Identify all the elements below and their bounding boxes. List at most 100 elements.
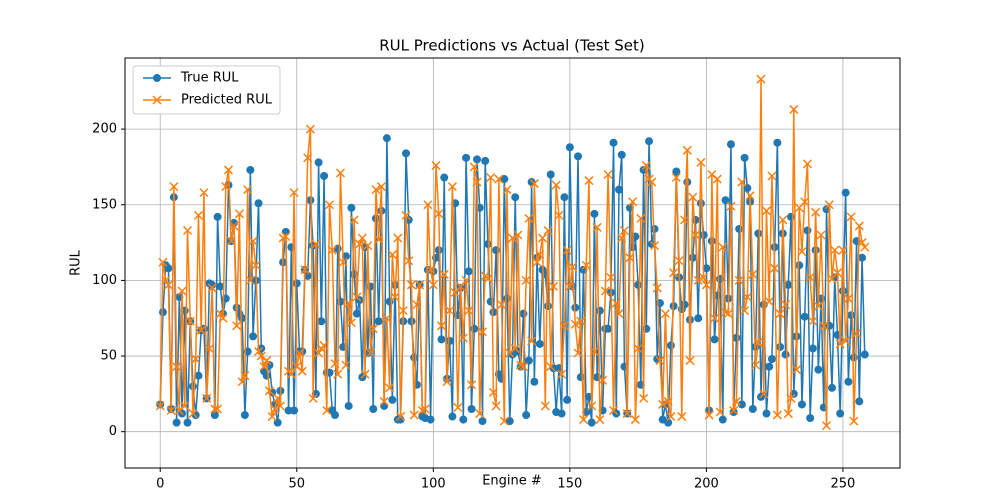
x-tick-label: 250 bbox=[831, 477, 856, 492]
marker bbox=[442, 377, 452, 387]
marker bbox=[578, 415, 589, 425]
legend-label: Predicted RUL bbox=[181, 93, 273, 108]
marker bbox=[210, 411, 219, 420]
marker bbox=[816, 230, 826, 240]
marker bbox=[732, 333, 741, 342]
marker bbox=[363, 241, 373, 251]
marker bbox=[270, 404, 280, 414]
marker bbox=[396, 412, 406, 422]
marker bbox=[499, 416, 509, 426]
marker bbox=[155, 401, 165, 411]
marker bbox=[562, 245, 572, 255]
marker bbox=[410, 353, 419, 362]
marker bbox=[731, 396, 741, 406]
y-tick-label: 200 bbox=[92, 122, 117, 137]
marker bbox=[737, 400, 746, 409]
marker bbox=[806, 414, 815, 423]
marker bbox=[319, 340, 329, 350]
marker bbox=[188, 409, 198, 419]
marker bbox=[193, 210, 203, 220]
marker bbox=[617, 150, 626, 159]
marker bbox=[385, 383, 395, 393]
marker bbox=[492, 246, 501, 255]
marker bbox=[781, 300, 791, 310]
marker bbox=[693, 275, 703, 285]
marker bbox=[841, 188, 850, 197]
legend-label: True RUL bbox=[180, 71, 239, 86]
marker bbox=[634, 280, 643, 289]
y-tick-label: 50 bbox=[100, 349, 117, 364]
marker bbox=[666, 412, 676, 422]
marker bbox=[666, 341, 675, 350]
marker bbox=[292, 279, 301, 288]
marker bbox=[341, 252, 350, 261]
marker bbox=[264, 386, 274, 396]
marker bbox=[404, 256, 414, 266]
marker bbox=[729, 405, 739, 416]
marker bbox=[649, 241, 660, 251]
marker bbox=[510, 343, 520, 354]
marker bbox=[641, 160, 651, 170]
marker bbox=[417, 405, 427, 416]
marker bbox=[765, 362, 774, 371]
marker bbox=[521, 275, 531, 285]
marker bbox=[240, 371, 250, 381]
marker bbox=[243, 185, 253, 195]
marker bbox=[557, 369, 567, 379]
marker bbox=[726, 201, 736, 211]
marker bbox=[775, 309, 785, 319]
marker bbox=[213, 212, 222, 221]
marker bbox=[590, 209, 599, 218]
marker bbox=[764, 297, 774, 307]
marker bbox=[365, 348, 376, 358]
x-axis-label: Engine # bbox=[482, 474, 542, 489]
marker bbox=[742, 292, 752, 302]
marker bbox=[776, 342, 785, 351]
marker bbox=[611, 298, 621, 308]
marker bbox=[691, 215, 700, 224]
marker bbox=[773, 138, 782, 147]
marker bbox=[726, 140, 735, 149]
marker bbox=[346, 318, 356, 328]
marker bbox=[330, 411, 339, 420]
marker bbox=[704, 410, 714, 420]
marker bbox=[694, 314, 703, 323]
marker bbox=[152, 95, 162, 105]
marker bbox=[762, 409, 771, 418]
marker bbox=[437, 335, 446, 344]
marker bbox=[598, 375, 608, 385]
x-tick-label: 200 bbox=[694, 477, 719, 492]
y-axis-label: RUL bbox=[69, 249, 84, 276]
marker bbox=[273, 393, 283, 403]
marker bbox=[696, 157, 706, 167]
x-tick-label: 50 bbox=[288, 477, 305, 492]
marker bbox=[249, 332, 258, 341]
marker bbox=[335, 168, 345, 178]
marker bbox=[314, 158, 323, 167]
marker bbox=[751, 360, 761, 370]
marker bbox=[753, 337, 763, 347]
marker bbox=[828, 383, 837, 392]
marker bbox=[642, 324, 651, 333]
marker bbox=[393, 233, 403, 243]
marker bbox=[682, 145, 692, 155]
marker bbox=[344, 401, 353, 410]
marker bbox=[330, 359, 340, 369]
marker bbox=[786, 393, 796, 403]
marker bbox=[207, 283, 217, 293]
chart-title: RUL Predictions vs Actual (Test Set) bbox=[379, 37, 645, 55]
marker bbox=[488, 387, 498, 397]
marker bbox=[628, 197, 638, 207]
marker bbox=[412, 300, 422, 310]
marker bbox=[469, 162, 479, 172]
marker bbox=[406, 280, 416, 290]
marker bbox=[447, 182, 457, 192]
marker bbox=[426, 265, 436, 275]
marker bbox=[513, 230, 523, 240]
marker bbox=[527, 336, 537, 346]
marker bbox=[278, 233, 288, 243]
marker bbox=[216, 282, 225, 291]
marker bbox=[191, 354, 201, 364]
marker bbox=[303, 153, 313, 163]
marker bbox=[617, 233, 627, 243]
